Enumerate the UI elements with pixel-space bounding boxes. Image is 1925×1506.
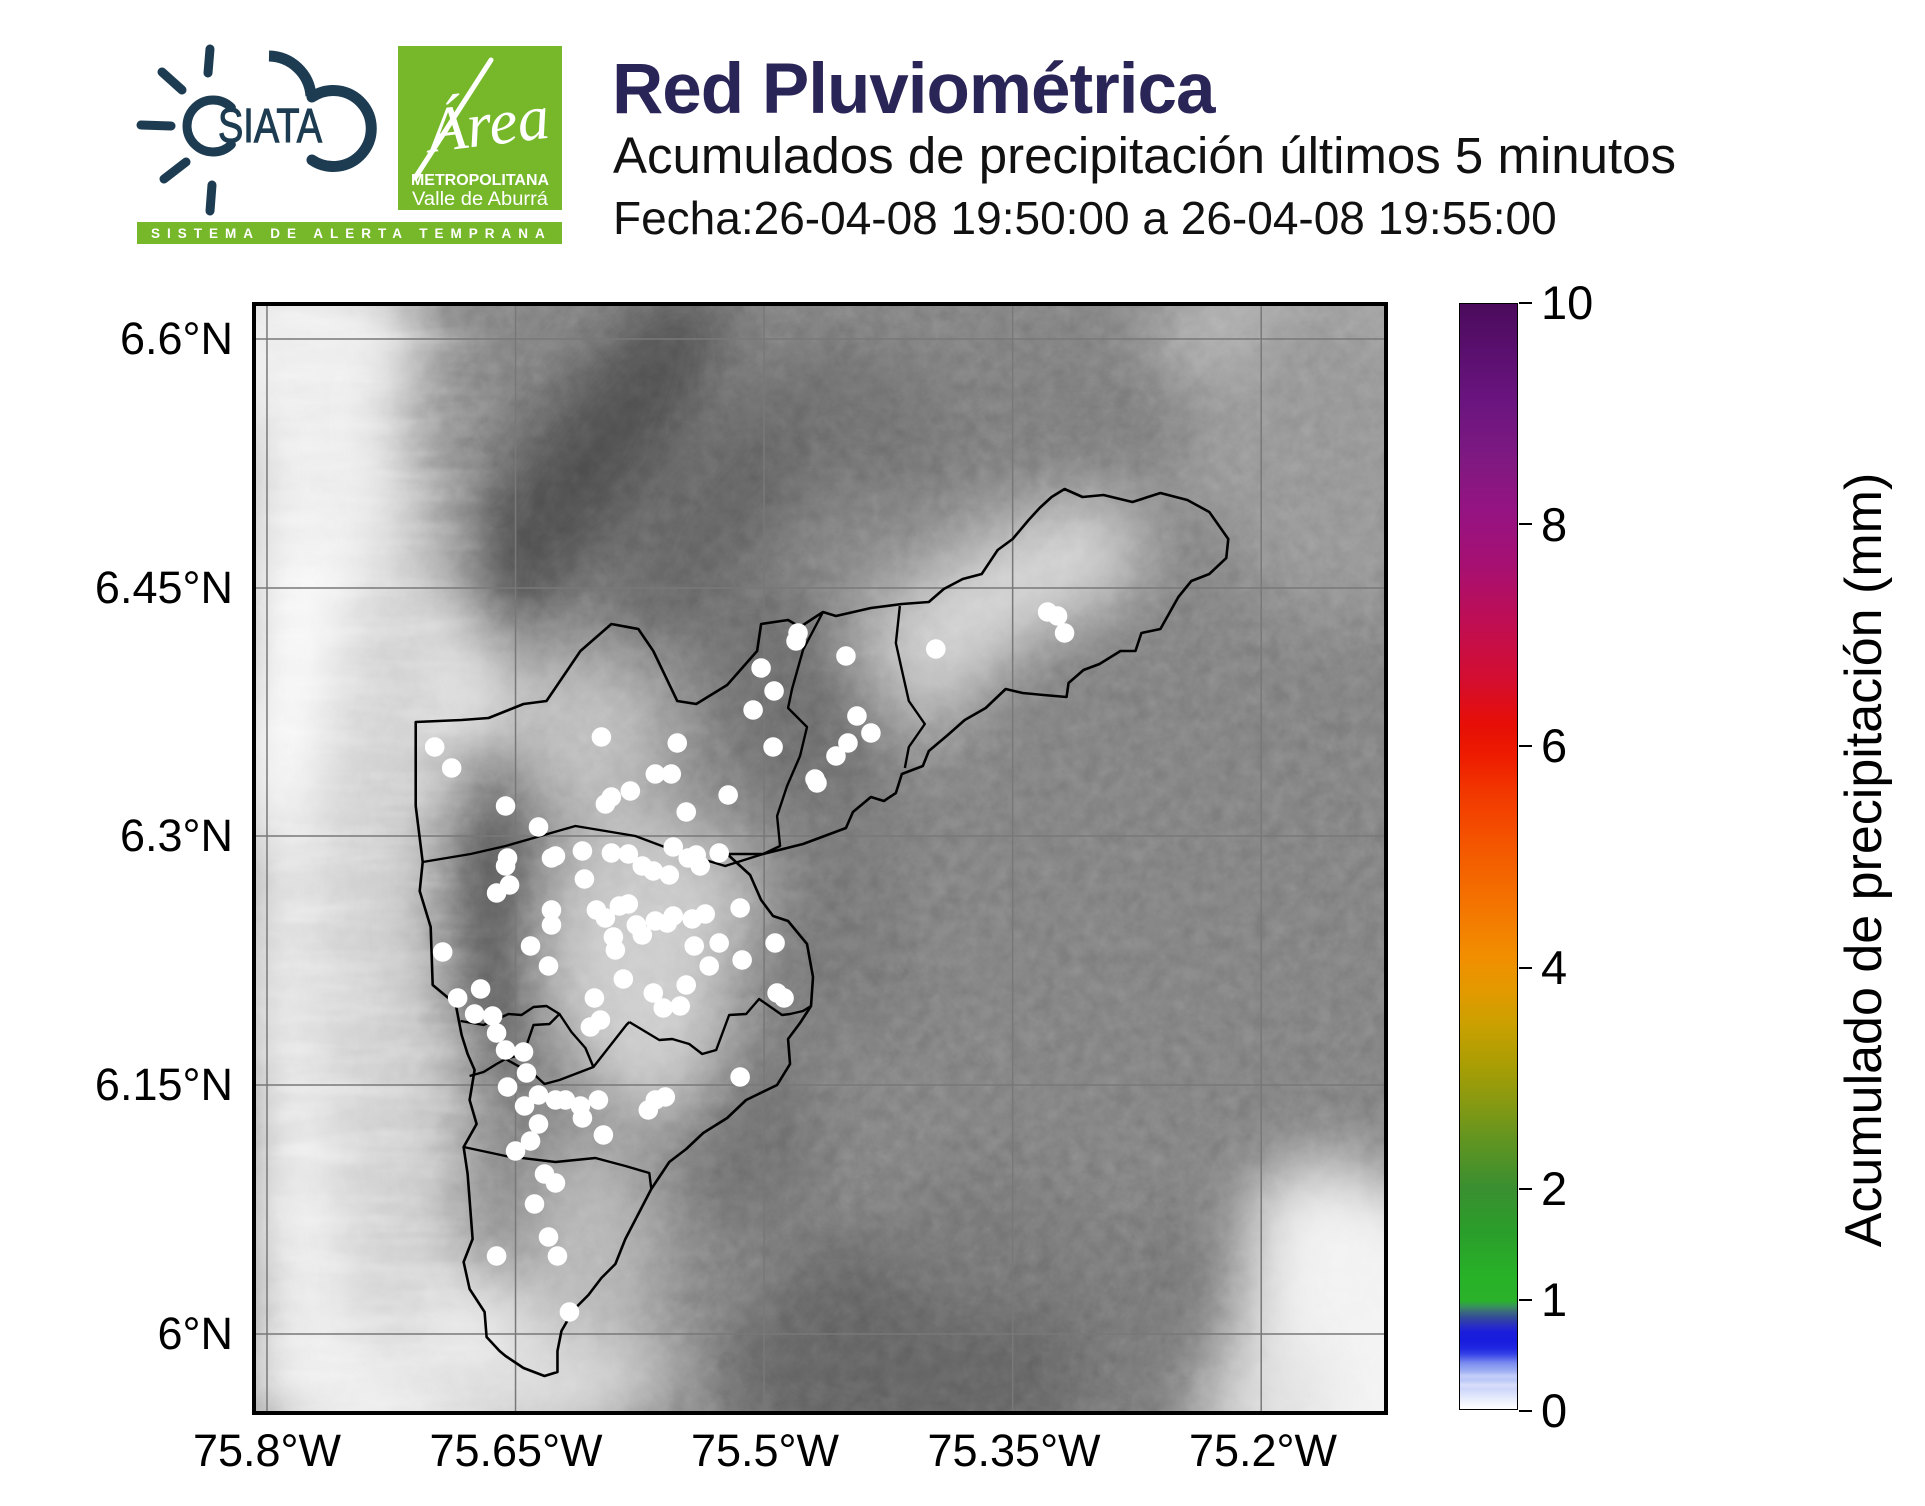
svg-text:METROPOLITANA: METROPOLITANA: [411, 172, 549, 189]
svg-text:Área: Área: [419, 81, 553, 167]
svg-text:Valle de Aburrá: Valle de Aburrá: [412, 189, 548, 210]
svg-text:SIATA: SIATA: [218, 100, 322, 153]
